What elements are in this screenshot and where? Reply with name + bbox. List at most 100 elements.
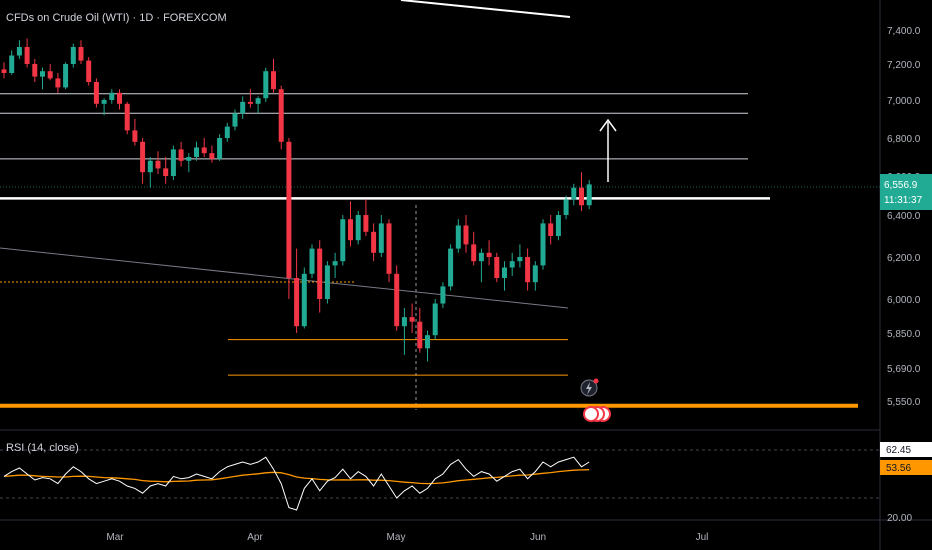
- candle-body: [194, 147, 199, 157]
- candle-body: [163, 168, 169, 176]
- rsi-title: RSI (14, close): [6, 442, 79, 454]
- candle-body: [486, 252, 492, 257]
- candle-body: [40, 71, 45, 77]
- candle-body: [294, 278, 300, 327]
- time-tick-label: Mar: [106, 532, 124, 543]
- candle-body: [309, 248, 315, 274]
- candle-body: [63, 64, 69, 88]
- time-tick-label: Jun: [530, 532, 546, 543]
- candle-body: [271, 71, 276, 90]
- candle-body: [540, 223, 546, 266]
- candle-body: [478, 252, 484, 262]
- candle-body: [502, 267, 507, 278]
- candle-body: [571, 187, 577, 200]
- candle-body: [147, 160, 153, 173]
- candle-body: [317, 248, 323, 299]
- candle-body: [93, 82, 99, 104]
- candle-body: [9, 55, 15, 73]
- candle-body: [217, 138, 223, 159]
- candle-body: [348, 219, 353, 241]
- candle-body: [117, 92, 122, 104]
- lightning-glyph: [586, 382, 592, 395]
- candle-body: [232, 113, 238, 127]
- candle-body: [186, 157, 192, 161]
- candle-body: [455, 225, 461, 249]
- rsi-value-badge: [880, 442, 932, 457]
- candle-body: [224, 126, 230, 138]
- candle-body: [263, 71, 269, 99]
- price-tick-label: 6,800.0: [887, 134, 921, 145]
- price-tick-label: 5,850.0: [887, 329, 921, 340]
- trendline-descending: [0, 247, 569, 309]
- rsi-line: [3, 456, 590, 511]
- candle-body: [371, 231, 377, 253]
- rsi-ma-line: [3, 469, 590, 485]
- candle-body: [555, 215, 561, 236]
- last-price-badge: [880, 174, 932, 210]
- candle-body: [32, 64, 38, 77]
- price-tick-label: 7,000.0: [887, 96, 921, 107]
- flag-event-icon[interactable]: [583, 406, 599, 422]
- price-tick-label: 6,200.0: [887, 253, 921, 264]
- rsi-value-label: 62.45: [886, 445, 911, 456]
- candle-body: [70, 47, 76, 64]
- candle-body: [332, 261, 338, 266]
- candle-body: [170, 149, 176, 176]
- price-tick-label: 7,400.0: [887, 26, 921, 37]
- candle-body: [509, 261, 515, 268]
- candle-body: [448, 248, 454, 287]
- price-tick-label: 6,000.0: [887, 295, 921, 306]
- notification-dot: [593, 378, 599, 384]
- candle-body: [78, 47, 84, 61]
- candle-body: [363, 215, 369, 232]
- candle-body: [579, 187, 584, 206]
- candle-body: [340, 219, 346, 262]
- candle-body: [1, 69, 7, 73]
- candle-body: [109, 92, 115, 100]
- candle-body: [432, 303, 438, 336]
- rsi-ma-badge: [880, 460, 932, 475]
- candle-body: [324, 265, 330, 299]
- candle-body: [409, 317, 415, 322]
- candle-body: [247, 101, 253, 104]
- candle-body: [463, 225, 469, 245]
- candle-body: [394, 273, 400, 327]
- candle-body: [255, 98, 261, 104]
- candle-body: [286, 141, 292, 278]
- candle-body: [86, 60, 92, 82]
- candle-body: [471, 244, 477, 262]
- candle-body: [140, 141, 146, 173]
- price-tick-label: 5,690.0: [887, 364, 921, 375]
- candle-body: [24, 47, 30, 64]
- candle-body: [240, 101, 246, 114]
- candle-body: [440, 286, 446, 304]
- up-arrow-head: [599, 118, 617, 132]
- candle-body: [278, 89, 284, 142]
- candle-body: [425, 335, 430, 349]
- price-tick-label: 5,550.0: [887, 397, 921, 408]
- candle-body: [16, 47, 22, 56]
- candle-body: [517, 257, 523, 262]
- candle-body: [586, 184, 592, 206]
- rsi-tick-label: 20.00: [887, 513, 912, 524]
- price-tick-label: 6,400.0: [887, 211, 921, 222]
- time-tick-label: Apr: [247, 532, 263, 543]
- candle-body: [494, 257, 500, 278]
- candle-body: [201, 147, 207, 154]
- last-price-label: 6,556.9: [884, 180, 918, 191]
- candle-body: [55, 78, 61, 88]
- candle-body: [525, 257, 531, 283]
- candle-body: [101, 100, 107, 104]
- chart-title: CFDs on Crude Oil (WTI) · 1D · FOREXCOM: [6, 12, 227, 24]
- candle-body: [47, 71, 53, 79]
- price-tick-label: 7,200.0: [887, 60, 921, 71]
- candle-body: [178, 149, 184, 161]
- rsi-ma-label: 53.56: [886, 463, 911, 474]
- candle-body: [209, 153, 215, 159]
- candle-body: [563, 199, 569, 215]
- trendline-top: [400, 0, 571, 18]
- candle-body: [417, 321, 423, 349]
- countdown-label: 11:31:37: [884, 195, 923, 206]
- candle-body: [401, 317, 407, 327]
